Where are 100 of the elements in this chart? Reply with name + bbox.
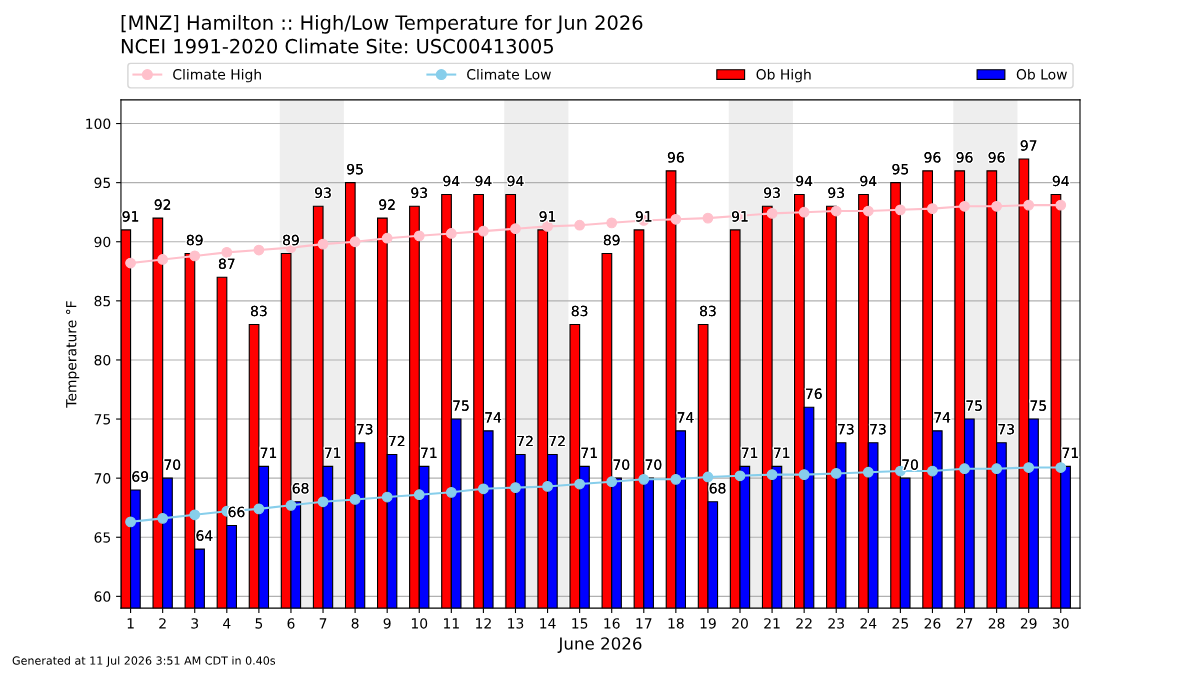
data-label: 97 (1020, 140, 1037, 151)
point (478, 483, 489, 495)
y-tick-label: 60 (94, 591, 111, 602)
point (478, 225, 489, 237)
point (1055, 199, 1067, 211)
x-tick-label: 18 (668, 618, 684, 629)
point (189, 509, 201, 521)
data-label: 71 (260, 447, 277, 458)
point (862, 466, 874, 478)
data-label: 71 (421, 447, 437, 458)
point (574, 219, 586, 231)
data-label: 69 (132, 471, 149, 482)
point (766, 207, 778, 219)
point (542, 481, 553, 492)
point (381, 491, 393, 503)
point (445, 486, 457, 498)
data-label: 75 (966, 400, 982, 411)
point (349, 236, 361, 248)
data-label: 83 (571, 305, 588, 317)
y-tick-label: 100 (86, 118, 111, 130)
data-label: 71 (1062, 447, 1078, 458)
point (991, 200, 1002, 212)
point (1023, 199, 1035, 211)
data-label: 95 (347, 163, 363, 175)
data-label: 71 (741, 447, 758, 458)
data-label: 89 (603, 234, 620, 246)
x-axis-title: June 2026 (557, 637, 642, 653)
point (221, 247, 233, 258)
point (381, 232, 393, 244)
y-axis-title: Temperature °F (65, 301, 80, 408)
data-label: 72 (549, 435, 565, 447)
data-label: 94 (475, 175, 492, 187)
data-label: 89 (186, 234, 203, 246)
x-tick-label: 15 (572, 618, 588, 629)
chart-subtitle: NCEI 1991-2020 Climate Site: USC00413005 (121, 38, 553, 54)
point (830, 468, 842, 479)
point (638, 473, 650, 485)
point (862, 205, 874, 217)
x-tick-label: 4 (223, 618, 231, 629)
data-label: 92 (379, 199, 395, 210)
legend-label: Ob High (756, 68, 811, 83)
data-label: 75 (1030, 400, 1046, 411)
data-label: 70 (164, 459, 181, 470)
point (702, 212, 714, 224)
point (413, 489, 425, 501)
data-label: 70 (902, 459, 918, 470)
data-label: 93 (411, 187, 427, 199)
x-tick-label: 21 (764, 618, 780, 629)
point (702, 471, 714, 483)
data-label: 91 (122, 211, 139, 222)
point (1023, 462, 1035, 473)
x-tick-label: 7 (319, 618, 327, 629)
x-tick-label: 19 (700, 618, 716, 629)
data-label: 72 (389, 435, 405, 447)
point (670, 473, 682, 485)
data-label: 74 (677, 412, 694, 423)
x-tick-label: 5 (255, 618, 263, 629)
data-label: 92 (154, 199, 171, 210)
data-label: 91 (539, 211, 556, 222)
data-label: 93 (764, 187, 780, 199)
point (317, 496, 329, 508)
x-tick-label: 3 (191, 618, 199, 629)
chart-title: [MNZ] Hamilton :: High/Low Temperature for Jun 2026 (121, 14, 643, 34)
data-label: 71 (324, 447, 341, 458)
point (830, 205, 842, 217)
point (125, 257, 136, 269)
point (317, 238, 329, 250)
x-tick-label: 6 (287, 618, 295, 629)
point (157, 512, 169, 524)
data-label: 94 (507, 175, 524, 187)
data-label: 96 (924, 152, 941, 163)
point (991, 463, 1002, 475)
x-tick-label: 13 (508, 618, 524, 629)
y-tick-label: 65 (94, 532, 111, 543)
point (253, 503, 265, 515)
data-label: 93 (828, 187, 844, 199)
y-tick-label: 90 (94, 236, 111, 248)
x-tick-label: 12 (476, 618, 491, 629)
x-tick-label: 8 (351, 618, 359, 629)
point (349, 494, 361, 505)
data-label: 75 (453, 400, 469, 411)
data-label: 68 (292, 483, 309, 494)
point (895, 204, 906, 216)
data-label: 83 (250, 305, 267, 317)
point (1055, 462, 1067, 473)
point (606, 217, 618, 229)
legend-label: Climate High (173, 68, 261, 83)
point (189, 250, 201, 262)
y-tick-label: 85 (94, 295, 111, 307)
x-tick-label: 22 (796, 618, 812, 629)
point (157, 254, 169, 265)
point (445, 228, 457, 239)
point (413, 230, 425, 242)
point (927, 465, 938, 477)
data-label: 96 (988, 152, 1005, 163)
data-label: 94 (1052, 175, 1069, 187)
x-tick-label: 23 (828, 618, 844, 629)
data-label: 64 (196, 530, 213, 541)
data-label: 83 (700, 305, 716, 317)
legend-label: Ob Low (1016, 68, 1067, 80)
